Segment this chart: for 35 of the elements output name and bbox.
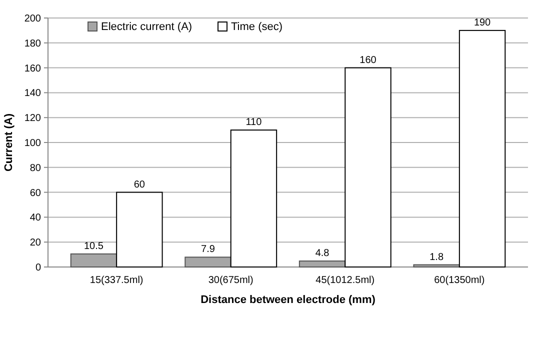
data-label: 160	[360, 54, 377, 66]
data-label: 7.9	[201, 244, 216, 256]
bar	[70, 253, 118, 268]
data-label: 1.8	[430, 252, 444, 263]
bar	[458, 30, 506, 268]
y-tick-label: 200	[24, 14, 42, 24]
legend-label: Electric current (A)	[101, 20, 192, 33]
y-tick-label: 80	[30, 162, 42, 174]
bar	[230, 130, 278, 268]
bar	[116, 192, 163, 268]
y-tick-label: 120	[24, 113, 42, 124]
bar	[184, 256, 232, 268]
x-tick-label: 15(337.5ml)	[90, 275, 144, 286]
y-tick-label: 0	[35, 262, 42, 274]
y-tick-label: 40	[30, 212, 42, 224]
data-label: 190	[474, 17, 492, 28]
y-tick-label: 180	[24, 38, 42, 50]
data-label: 60	[134, 179, 146, 190]
y-axis-title: Current (A)	[3, 113, 15, 172]
x-tick-label: 60(1350ml)	[434, 275, 485, 286]
y-tick-label: 100	[24, 138, 42, 149]
data-label: 4.8	[315, 248, 330, 260]
legend-label: Time (sec)	[231, 20, 283, 33]
x-axis-title: Distance between electrode (mm)	[200, 294, 376, 306]
bar	[298, 260, 346, 268]
x-tick-label: 30(675ml)	[208, 275, 254, 286]
y-tick-label: 140	[24, 88, 42, 100]
y-tick-label: 160	[24, 63, 42, 74]
data-label: 110	[246, 117, 262, 128]
y-tick-label: 20	[30, 238, 42, 249]
data-label: 10.5	[84, 240, 104, 252]
bar	[413, 264, 460, 268]
x-tick-label: 45(1012.5ml)	[316, 275, 375, 286]
bar	[344, 67, 392, 268]
y-tick-label: 60	[30, 188, 42, 199]
